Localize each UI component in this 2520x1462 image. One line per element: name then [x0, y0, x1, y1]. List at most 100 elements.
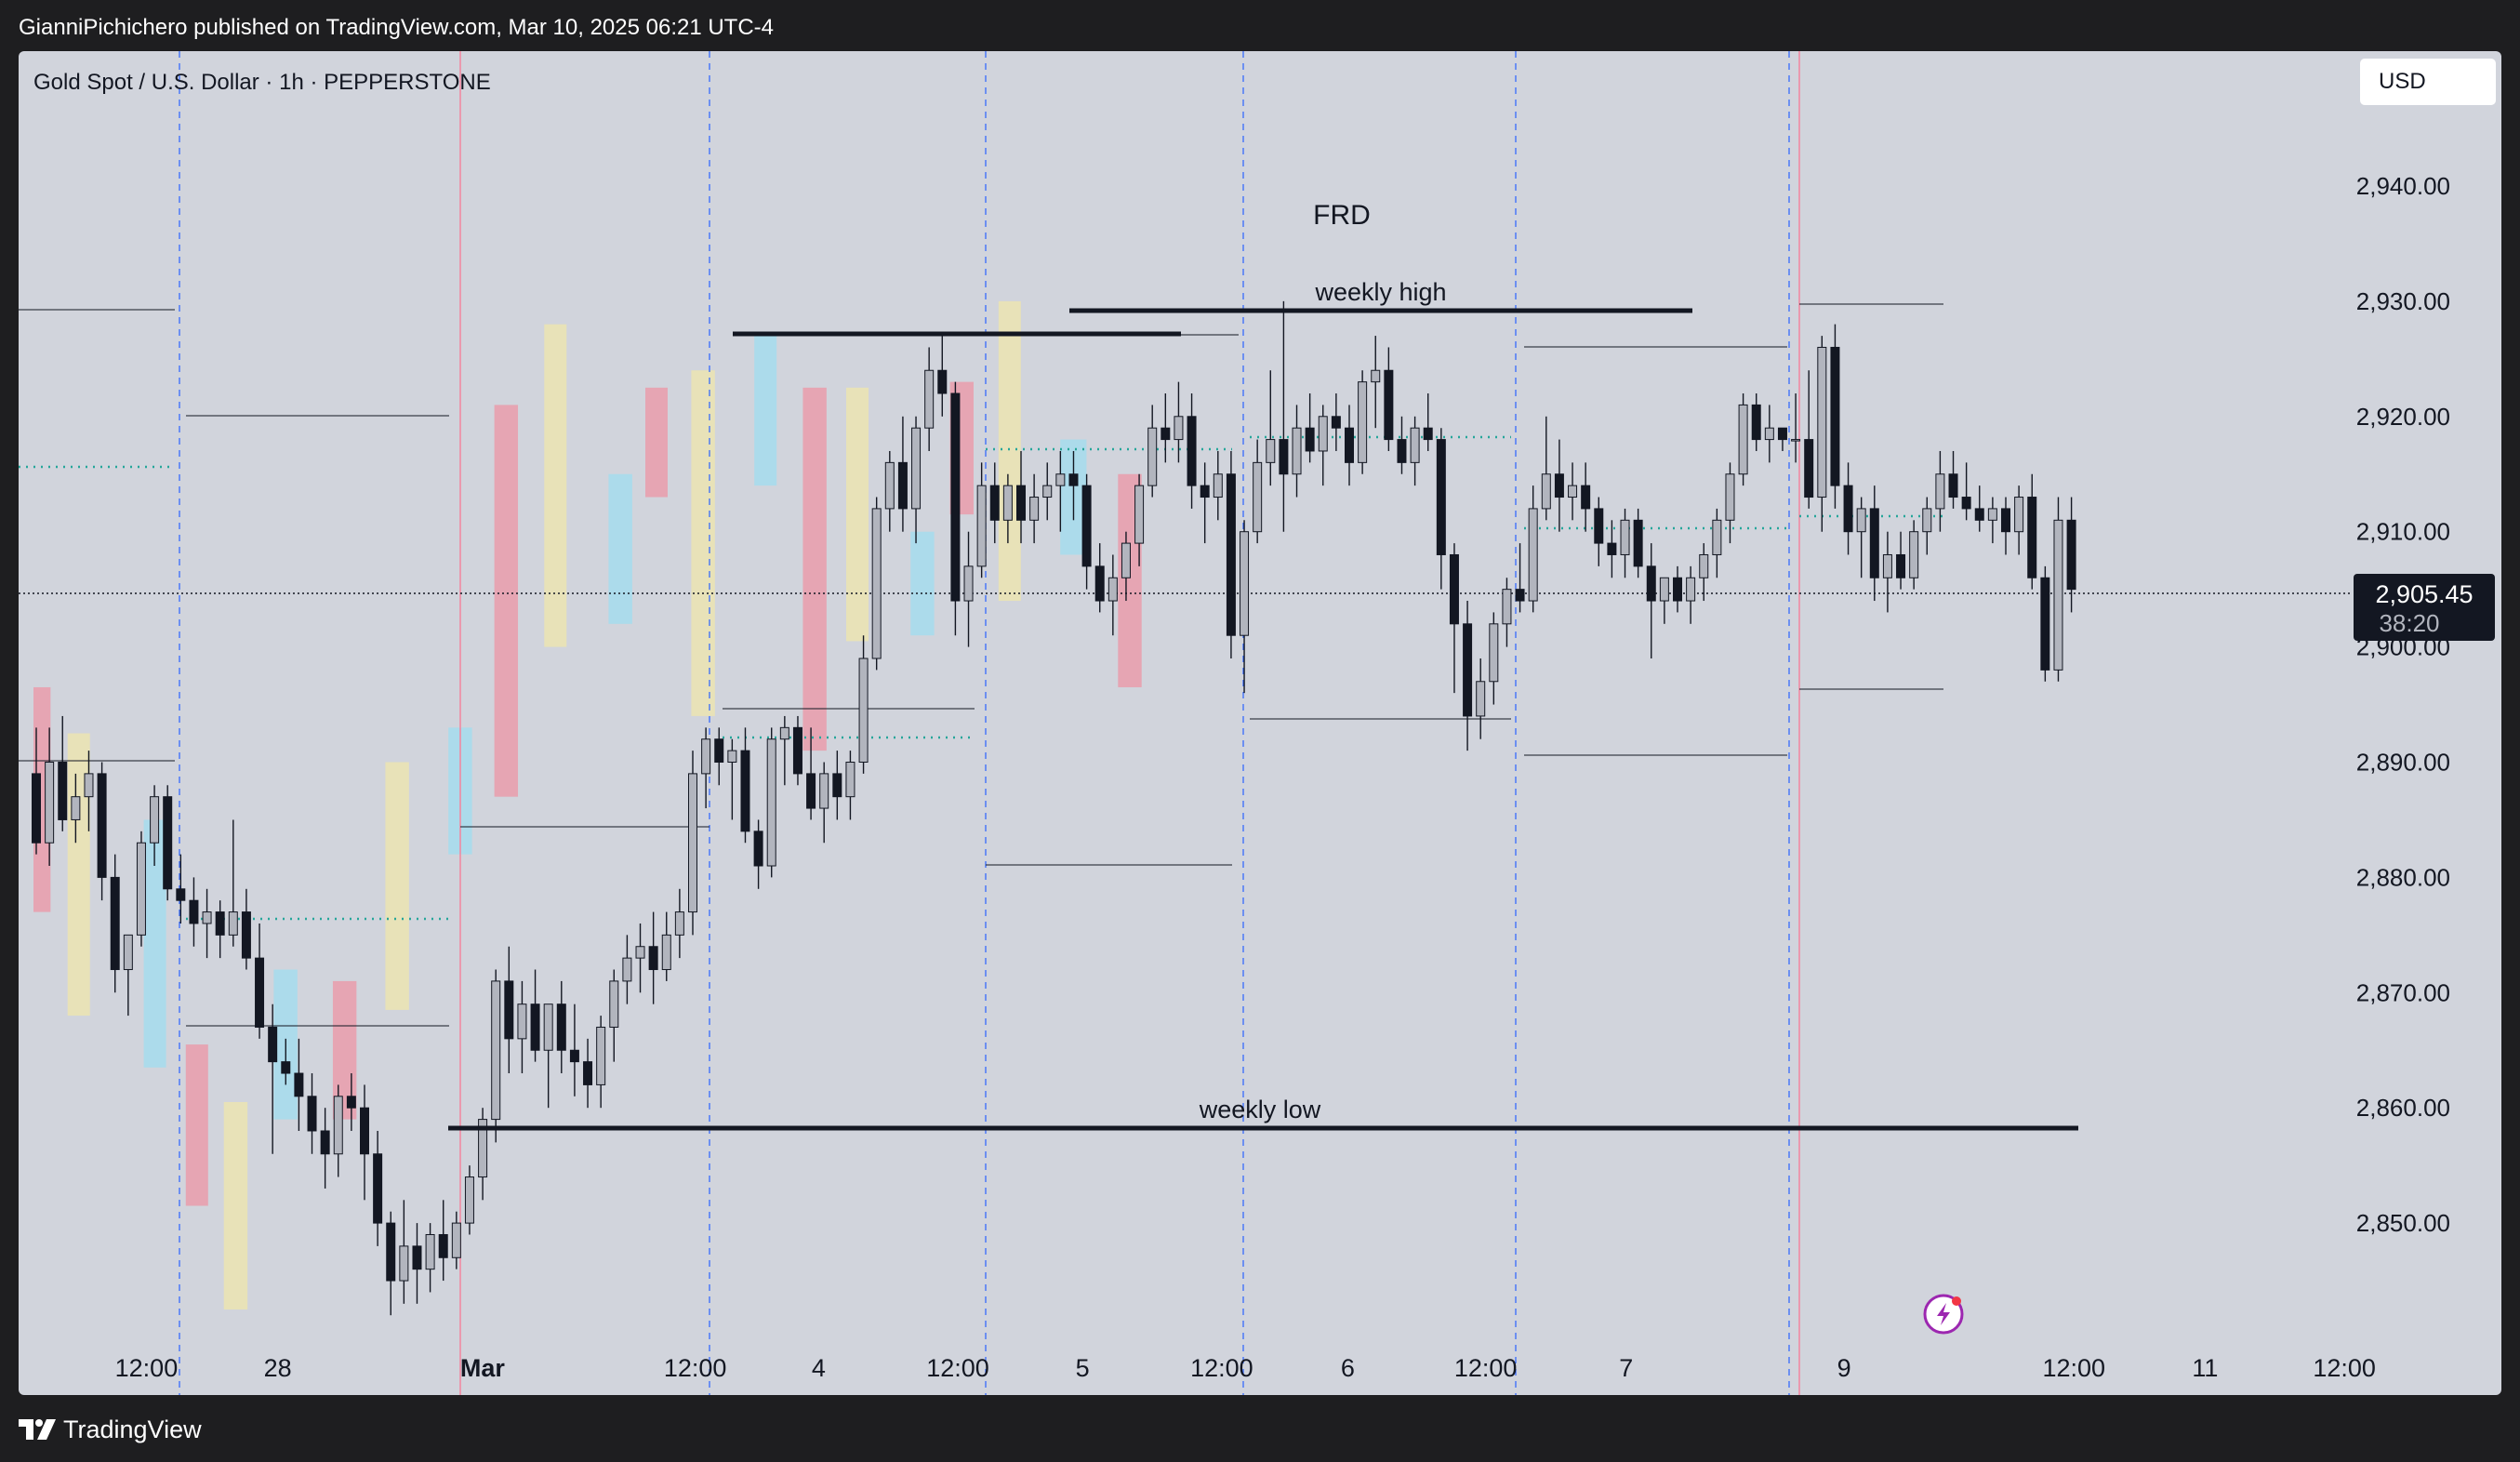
candle-body — [924, 369, 935, 429]
candle — [1856, 497, 1866, 578]
x-tick-label: 12:00 — [1190, 1354, 1253, 1382]
candle — [1463, 601, 1473, 751]
candle — [2053, 497, 2063, 682]
candle-body — [1266, 439, 1276, 463]
candle-body — [1436, 439, 1446, 555]
candle-body — [412, 1245, 422, 1270]
candle — [1791, 393, 1801, 463]
candle — [136, 831, 146, 947]
candle-body — [399, 1245, 409, 1282]
candle-body — [1147, 427, 1158, 486]
x-tick-label: 12:00 — [1454, 1354, 1518, 1382]
candle — [189, 877, 199, 947]
candle-body — [1253, 461, 1263, 533]
candle-body — [1777, 427, 1787, 441]
candle — [897, 416, 908, 532]
candle-body — [136, 842, 146, 936]
candle-body — [1240, 531, 1250, 636]
candle-body — [333, 1096, 343, 1155]
candle-body — [1882, 553, 1892, 578]
candle-body — [241, 911, 251, 959]
brand[interactable]: TradingView — [19, 1415, 202, 1443]
session-highlight — [608, 473, 632, 624]
currency-button[interactable]: USD — [2360, 59, 2496, 105]
candle-body — [871, 508, 882, 659]
candle-body — [963, 565, 974, 602]
candle — [753, 819, 763, 889]
candle-body — [792, 726, 802, 775]
candle-body — [1449, 553, 1459, 625]
candle — [635, 923, 645, 993]
session-highlight — [544, 324, 567, 647]
chart-pane[interactable]: FRD weekly high weekly low 2,940.00 2,930… — [19, 51, 2501, 1395]
y-tick-label: 2,850.00 — [2356, 1209, 2450, 1237]
candle-body — [189, 899, 199, 924]
candle-body — [1174, 416, 1184, 441]
candle-body — [1659, 577, 1669, 602]
candle — [215, 900, 225, 959]
candle — [1371, 336, 1381, 429]
candle-body — [897, 461, 908, 510]
candle-body — [976, 485, 987, 567]
candle-body — [583, 1061, 593, 1085]
candle — [1476, 658, 1486, 739]
candle — [1843, 462, 1853, 555]
y-tick-label: 2,890.00 — [2356, 749, 2450, 777]
candle — [71, 773, 81, 844]
candle — [123, 934, 133, 1017]
brand-name: TradingView — [63, 1415, 202, 1443]
candle — [845, 751, 855, 820]
candle-body — [884, 461, 895, 510]
candle — [228, 819, 238, 947]
candle — [1804, 370, 1814, 509]
y-tick-label: 2,870.00 — [2356, 978, 2450, 1006]
candle-body — [1751, 404, 1761, 441]
candle-body — [71, 796, 81, 820]
candle — [45, 727, 55, 867]
session-highlight — [910, 531, 935, 636]
candle — [806, 727, 816, 820]
candle-body — [779, 726, 789, 740]
candle — [1489, 612, 1499, 705]
candle-body — [1896, 553, 1906, 578]
candle-body — [228, 911, 238, 936]
candle-body — [517, 1003, 527, 1040]
candle — [1686, 565, 1696, 624]
candle-body — [1081, 485, 1092, 567]
candlestick-chart[interactable]: FRD weekly high weekly low 2,940.00 2,930… — [19, 51, 2501, 1395]
candle — [464, 1165, 474, 1235]
candle-body — [635, 946, 645, 959]
candle — [1161, 393, 1171, 463]
candle — [412, 1223, 422, 1304]
candle-body — [1699, 553, 1709, 578]
candle-body — [1817, 346, 1827, 498]
x-tick-label: Mar — [460, 1354, 506, 1382]
lightning-icon[interactable] — [1923, 1294, 1964, 1335]
candle-body — [1292, 427, 1302, 475]
candle — [1646, 543, 1656, 658]
candle — [1002, 473, 1013, 544]
candle-body — [530, 1003, 540, 1051]
candle-body — [1502, 589, 1512, 625]
candle-body — [386, 1222, 396, 1282]
candle — [1318, 405, 1328, 486]
candle-body — [1594, 508, 1604, 544]
x-tick-label: 12:00 — [115, 1354, 179, 1382]
symbol-title[interactable]: Gold Spot / U.S. Dollar · 1h · PEPPERSTO… — [33, 70, 491, 95]
candle-body — [1423, 427, 1433, 441]
candle — [1987, 497, 1997, 544]
publish-info: GianniPichichero published on TradingVie… — [19, 15, 775, 40]
candle — [1397, 416, 1407, 474]
candle-body — [1121, 542, 1131, 578]
candle — [1659, 577, 1669, 624]
candle — [2066, 497, 2076, 613]
candle-body — [1541, 473, 1551, 510]
candle-body — [832, 773, 842, 798]
candle — [1345, 405, 1354, 486]
candle-body — [1633, 519, 1643, 567]
candle — [1042, 462, 1053, 521]
candle — [1068, 450, 1079, 521]
candle — [661, 911, 671, 981]
session-highlight — [802, 387, 827, 751]
candle-body — [1410, 427, 1420, 463]
